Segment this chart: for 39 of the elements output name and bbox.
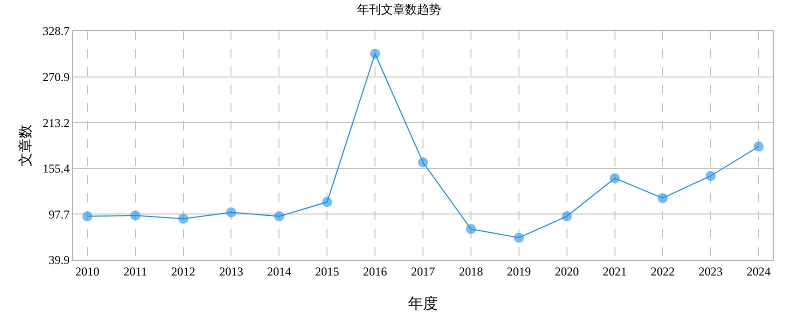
y-tick-label: 39.9 [48,253,70,268]
point [322,197,332,208]
x-axis-title: 年度 [408,295,438,312]
point [226,207,236,218]
x-tick-label: 2010 [75,264,100,278]
point [418,157,428,168]
y-tick-label: 97.7 [48,207,70,222]
x-tick-label: 2018 [458,264,483,278]
point [466,224,476,234]
y-tick-label: 270.9 [42,70,70,84]
x-tick-label: 2014 [267,264,292,278]
point [562,211,572,222]
x-tick-label: 2013 [219,264,244,278]
x-tick-label: 2021 [602,264,627,278]
y-tick-label: 213.2 [42,116,70,130]
x-tick-label: 2022 [650,264,675,278]
y-tick-label: 155.4 [42,162,70,176]
point [82,211,92,222]
x-tick-label: 2017 [411,264,435,278]
point [754,142,764,152]
x-tick-label: 2024 [746,264,771,278]
point [130,210,140,221]
point [274,211,284,222]
point [706,170,716,181]
x-tick-label: 2023 [698,264,723,278]
y-tick-label: 328.7 [42,24,70,38]
x-tick-label: 2020 [554,264,579,278]
point [658,193,668,204]
x-tick-label: 2015 [315,264,340,278]
point [514,232,524,243]
x-tick-label: 2011 [124,264,148,278]
point [178,214,188,224]
y-axis-title: 文章数 [18,124,34,166]
point [610,173,620,184]
x-tick-label: 2012 [171,264,196,278]
x-tick-label: 2019 [506,264,531,278]
chart-title: 年刊文章数趋势 [357,2,441,16]
x-tick-label: 2016 [363,264,388,278]
point [370,48,380,59]
